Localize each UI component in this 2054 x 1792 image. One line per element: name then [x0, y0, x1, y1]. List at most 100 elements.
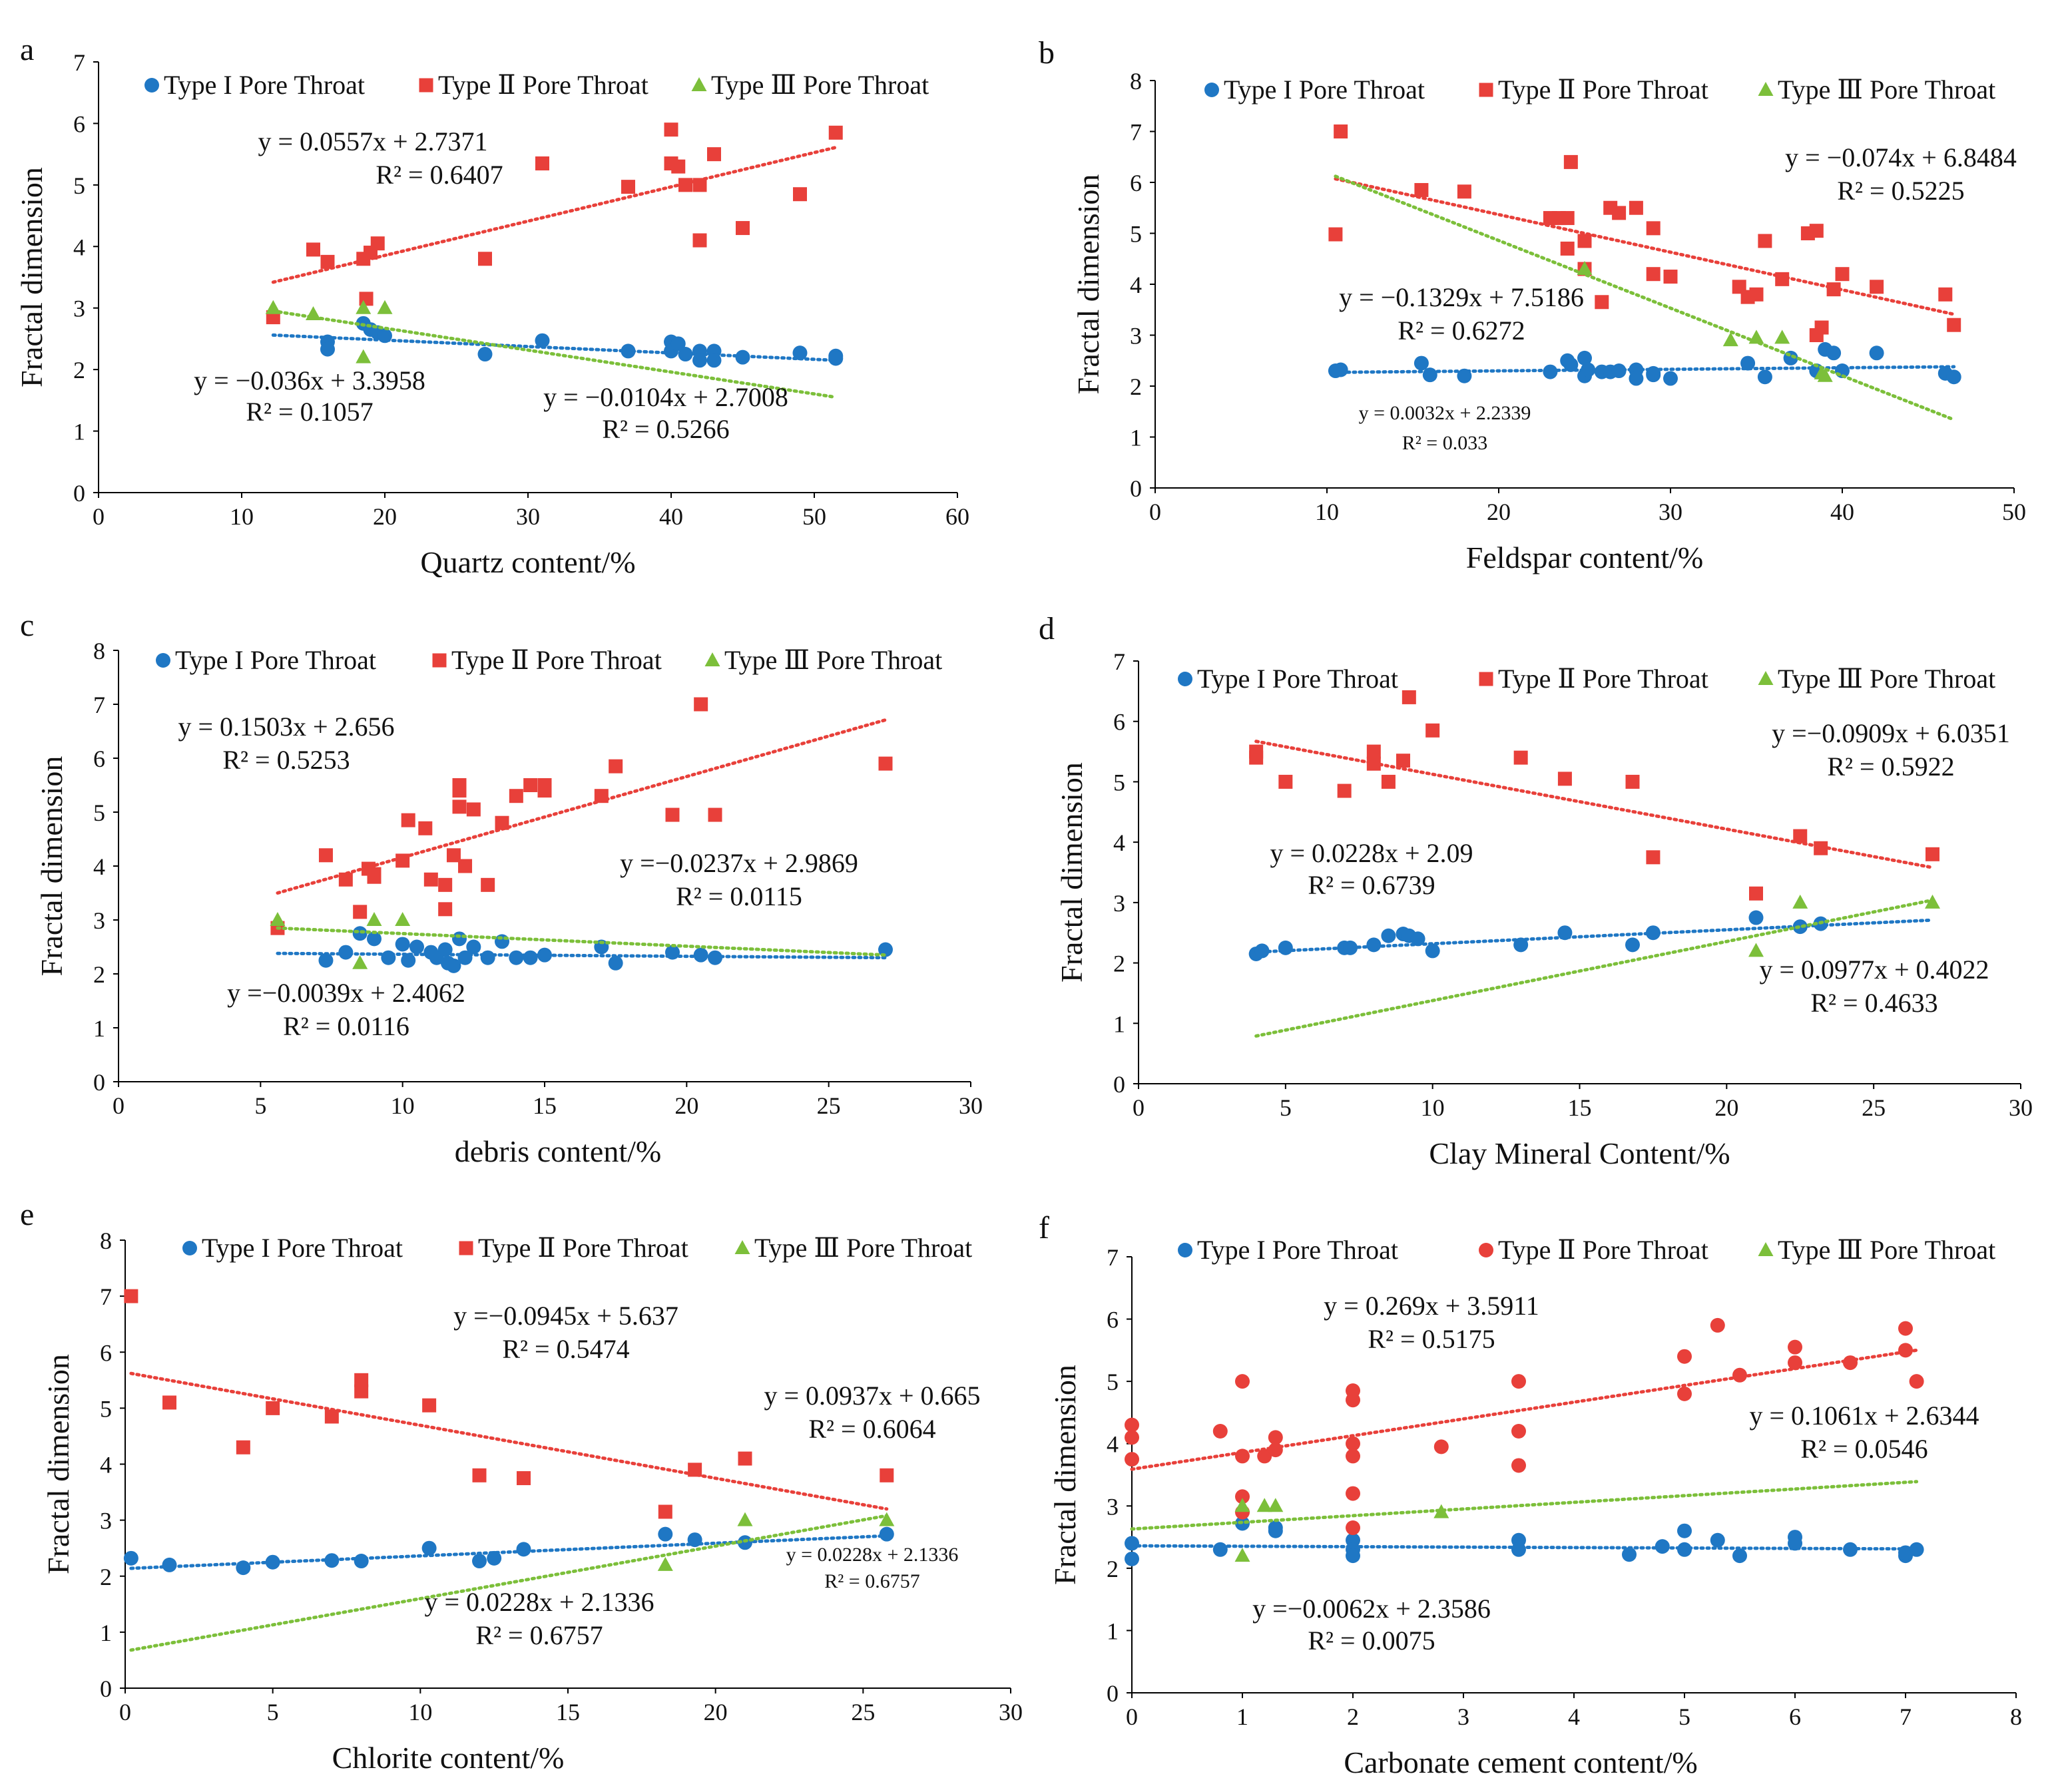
data-point [1513, 750, 1528, 765]
fit-equation-label: y = −0.074x + 6.8484 [1785, 142, 2017, 172]
y-axis-label: Fractal dimension [35, 756, 69, 977]
data-point [1235, 1449, 1250, 1464]
data-point [1612, 206, 1627, 220]
data-point [879, 1526, 894, 1542]
fit-equation-label: y = −0.1329x + 7.5186 [1339, 282, 1584, 312]
y-tick-label: 4 [1107, 1431, 1119, 1458]
x-tick-label: 0 [119, 1699, 131, 1725]
y-tick-label: 3 [93, 907, 105, 934]
y-tick-label: 5 [1130, 221, 1142, 248]
data-point [466, 939, 481, 955]
data-point [621, 180, 635, 194]
data-point [1677, 1523, 1692, 1538]
x-tick-label: 60 [945, 503, 969, 530]
data-point [401, 813, 415, 827]
data-point [438, 877, 453, 892]
panel-c: c 0 1 2 3 4 5 6 7 8 0 5 10 15 20 25 30 debris content/% Fr… [20, 608, 983, 1168]
x-tick-label: 30 [2009, 1094, 2033, 1121]
data-point [509, 950, 524, 965]
data-point [692, 233, 707, 248]
data-point [1433, 1504, 1449, 1518]
fit-r2-label: R² = 0.6272 [1398, 316, 1525, 345]
data-point [537, 784, 552, 798]
data-point [381, 950, 396, 965]
y-tick-label: 6 [100, 1339, 112, 1366]
data-point [438, 902, 453, 917]
legend-marker [419, 78, 433, 93]
data-point [678, 347, 693, 362]
x-tick-label: 7 [1900, 1703, 1912, 1730]
data-point [1749, 886, 1763, 901]
data-point [1646, 221, 1661, 236]
data-point [687, 1532, 702, 1548]
data-point [708, 807, 722, 822]
data-point [1543, 364, 1558, 379]
panel-letter: d [1039, 611, 1055, 646]
fit-r2-label: R² = 0.1057 [246, 397, 373, 427]
y-tick-label: 0 [1130, 475, 1142, 502]
data-point [1611, 363, 1627, 379]
legend-marker [734, 1240, 750, 1254]
data-point [395, 853, 410, 868]
y-tick-label: 3 [1130, 323, 1142, 349]
x-axis-label: Feldspar content/% [1466, 541, 1703, 574]
panel-letter: f [1039, 1210, 1049, 1245]
data-point [621, 343, 636, 359]
data-point [793, 187, 807, 202]
x-tick-label: 2 [1347, 1703, 1359, 1730]
data-point [124, 1289, 138, 1303]
data-point [670, 336, 686, 351]
data-point [523, 778, 538, 792]
data-point [123, 1550, 138, 1566]
data-point [318, 953, 334, 968]
legend-marker [1178, 1243, 1192, 1257]
legend-marker [1178, 672, 1192, 686]
data-point [1234, 1498, 1250, 1512]
data-point [1212, 1424, 1228, 1439]
data-point [236, 1560, 251, 1576]
y-tick-label: 8 [1130, 68, 1142, 95]
y-tick-label: 7 [1107, 1244, 1119, 1271]
data-point [1788, 1355, 1802, 1371]
data-point [1646, 365, 1661, 381]
data-point [1775, 272, 1790, 286]
data-point [1625, 937, 1640, 953]
fit-equation-label: y = 0.1503x + 2.656 [178, 712, 394, 742]
data-point [1235, 1374, 1250, 1389]
data-point [879, 1512, 895, 1526]
legend-entry: Type I Pore Throat [164, 70, 365, 100]
data-point [1926, 847, 1939, 861]
y-axis-label: Fractal dimension [1048, 1365, 1082, 1585]
data-point [1870, 280, 1884, 294]
trendline [276, 951, 888, 960]
y-tick-label: 8 [93, 638, 105, 664]
x-tick-label: 10 [1421, 1094, 1445, 1121]
trendline [1334, 177, 1956, 316]
y-tick-label: 1 [1107, 1618, 1119, 1644]
y-tick-label: 6 [73, 111, 85, 137]
x-tick-label: 15 [533, 1092, 557, 1119]
fit-r2-label: R² = 0.0116 [283, 1011, 409, 1041]
legend-entry: Type Ⅲ Pore Throat [1778, 75, 1995, 105]
data-point [458, 859, 473, 873]
data-point [477, 347, 493, 362]
x-tick-label: 20 [1714, 1094, 1738, 1121]
trendline [276, 718, 888, 895]
x-tick-label: 1 [1236, 1703, 1248, 1730]
y-tick-label: 6 [1113, 709, 1125, 736]
y-axis-label: Fractal dimension [15, 167, 49, 387]
x-tick-label: 30 [959, 1092, 983, 1119]
x-tick-label: 0 [1133, 1094, 1145, 1121]
data-point [1792, 894, 1808, 909]
data-point [1740, 355, 1756, 371]
x-tick-label: 0 [93, 503, 105, 530]
legend-entry: Type I Pore Throat [1197, 664, 1398, 694]
y-tick-label: 7 [1113, 648, 1125, 675]
data-point [1677, 1542, 1692, 1557]
y-tick-label: 3 [1107, 1493, 1119, 1520]
data-point [1249, 744, 1264, 759]
data-point [658, 1504, 672, 1519]
y-tick-label: 0 [93, 1069, 105, 1096]
data-point [1655, 1539, 1670, 1554]
y-tick-label: 2 [1130, 373, 1142, 400]
